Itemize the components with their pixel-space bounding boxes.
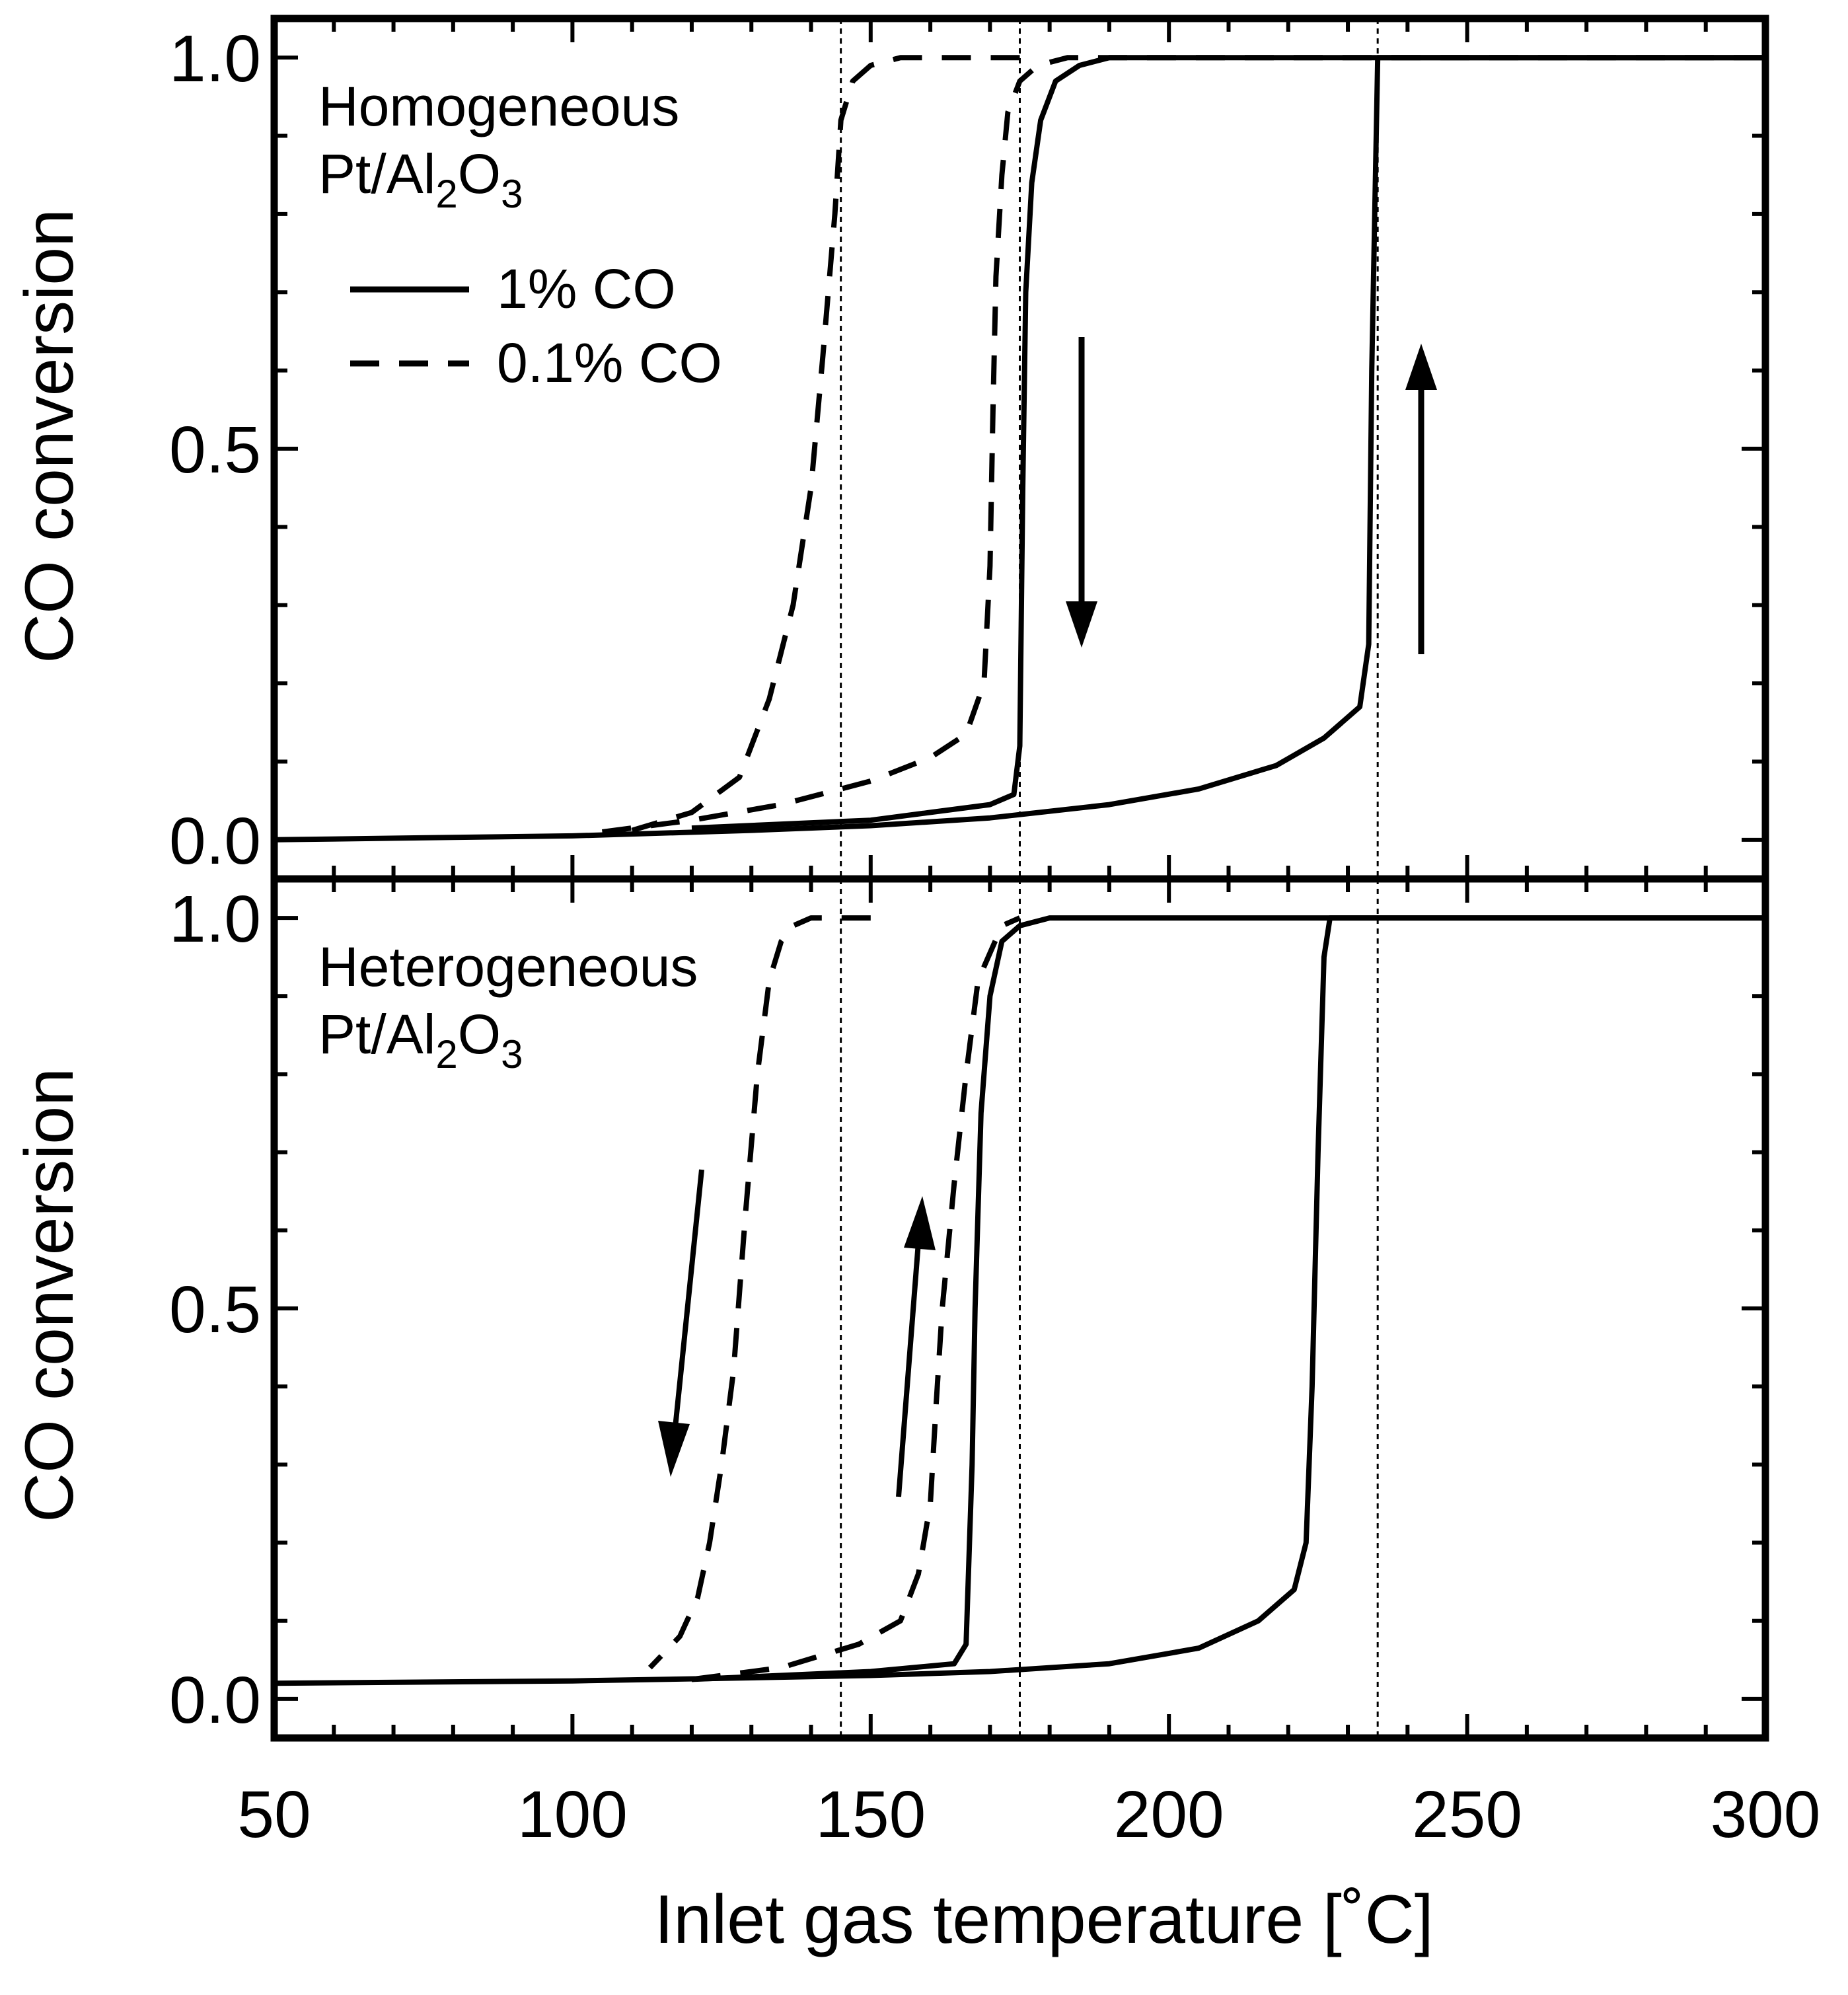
x-tick-label: 250 xyxy=(1412,1778,1522,1852)
x-axis-title: Inlet gas temperature [˚C] xyxy=(654,1881,1433,1958)
x-tick-label: 150 xyxy=(815,1778,926,1852)
bottom-formula-sub2: 2 xyxy=(435,1032,457,1076)
x-tick-label: 200 xyxy=(1114,1778,1224,1852)
x-tick-label: 100 xyxy=(517,1778,628,1852)
bottom-y-tick-label: 0.5 xyxy=(169,1273,261,1347)
bottom-series-line-2 xyxy=(691,915,1021,1682)
bottom-plot-frame xyxy=(270,875,1769,1742)
legend-label-01pct: 0.1% CO xyxy=(497,332,722,394)
top-formula-sub2: 2 xyxy=(435,172,457,216)
top-y-tick-label: 1.0 xyxy=(169,22,261,96)
bottom-y-tick-label: 1.0 xyxy=(169,882,261,956)
top-y-tick-label: 0.0 xyxy=(169,804,261,878)
top-panel-formula: Pt/Al2O3 xyxy=(318,143,523,216)
bottom-extinction-arrow-shaft xyxy=(673,1169,704,1428)
bottom-series-line-1 xyxy=(691,915,1765,1682)
top-ignition-arrowhead xyxy=(1405,344,1437,390)
bottom-panel: 0.0 0.5 1.0 50 100 150 200 250 300 xyxy=(169,875,1821,1852)
top-formula-sub3: 3 xyxy=(501,172,523,216)
top-formula-o: O xyxy=(458,143,501,205)
top-series-line-2 xyxy=(601,55,1765,835)
top-panel-label: Homogeneous xyxy=(318,75,679,137)
bottom-ignition-arrowhead xyxy=(904,1196,936,1250)
top-formula-pt: Pt/Al xyxy=(318,143,435,205)
top-series-line-0 xyxy=(274,55,1765,843)
bottom-panel-label: Heterogeneous xyxy=(318,936,698,998)
top-panel: 0.0 0.5 1.0 xyxy=(169,15,1769,883)
top-extinction-arrowhead xyxy=(1066,601,1097,648)
bottom-extinction-arrowhead xyxy=(658,1421,690,1477)
top-y-axis-title: CO conversion xyxy=(11,209,88,663)
x-tick-label: 300 xyxy=(1711,1778,1821,1852)
bottom-y-axis-title: CO conversion xyxy=(11,1068,88,1523)
bottom-ignition-arrow-shaft xyxy=(896,1242,921,1497)
bottom-panel-formula: Pt/Al2O3 xyxy=(318,1003,523,1076)
bottom-formula-pt: Pt/Al xyxy=(318,1003,435,1065)
bottom-series-line-3 xyxy=(647,915,871,1670)
top-series-line-3 xyxy=(631,55,1020,833)
legend-label-1pct: 1% CO xyxy=(497,258,676,320)
bottom-formula-o: O xyxy=(458,1003,501,1065)
bottom-y-tick-label: 0.0 xyxy=(169,1663,261,1737)
x-tick-label: 50 xyxy=(237,1778,311,1852)
top-y-tick-label: 0.5 xyxy=(169,413,261,487)
bottom-formula-sub3: 3 xyxy=(501,1032,523,1076)
